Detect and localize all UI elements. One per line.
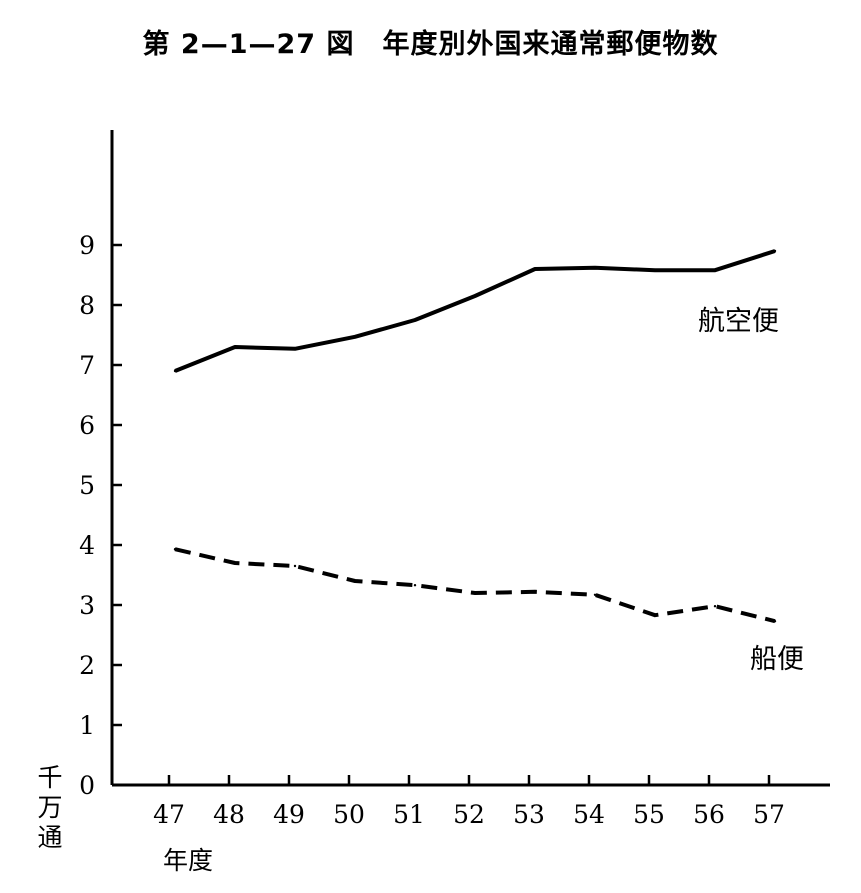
data-point	[653, 269, 657, 272]
data-point	[233, 345, 237, 349]
axes	[110, 130, 830, 787]
data-point	[173, 548, 177, 551]
data-point	[773, 620, 777, 623]
data-point	[473, 294, 477, 298]
series-label: 船便	[750, 644, 804, 675]
x-tick-label: 54	[573, 800, 605, 829]
y-tick-label: 0	[79, 771, 95, 800]
y-axis-unit-label: 千万通	[37, 763, 62, 852]
data-point	[353, 579, 357, 583]
data-point	[713, 269, 717, 272]
series-line-surface-mail	[174, 547, 776, 624]
x-tick-label: 50	[333, 800, 365, 829]
series-line-airmail	[174, 249, 776, 373]
data-point	[233, 561, 237, 565]
data-point	[413, 584, 417, 587]
data-point	[353, 335, 357, 338]
y-axis-unit-char: 通	[37, 823, 62, 852]
x-tick-label: 56	[693, 800, 725, 829]
x-tick-label: 48	[213, 800, 245, 829]
x-tick-label: 51	[393, 800, 425, 829]
x-tick-label: 52	[453, 800, 485, 829]
data-point	[173, 369, 177, 373]
data-point	[593, 593, 597, 596]
x-tick-label: 57	[753, 800, 785, 829]
data-point	[533, 267, 537, 271]
y-axis-unit-char: 万	[37, 793, 62, 822]
x-axis-label: 年度	[163, 846, 213, 875]
data-point	[413, 318, 417, 322]
y-tick-label: 5	[79, 471, 95, 500]
series-lines	[173, 249, 777, 624]
data-point	[653, 614, 657, 617]
series-label: 航空便	[698, 306, 779, 337]
data-point	[533, 590, 537, 593]
data-point	[593, 266, 597, 269]
y-tick-label: 9	[79, 231, 95, 260]
y-tick-label: 6	[79, 411, 95, 440]
y-tick-label: 3	[79, 591, 95, 620]
data-point	[473, 591, 477, 595]
chart-title: 第 2—1—27 図 年度別外国来通常郵便物数	[142, 29, 719, 60]
y-tick-label: 8	[79, 291, 95, 320]
data-point	[713, 605, 717, 608]
y-tick-label: 4	[79, 531, 95, 560]
x-tick-label: 49	[273, 800, 305, 829]
x-tick-label: 53	[513, 800, 545, 829]
x-tick-label: 55	[633, 800, 665, 829]
x-tick-label: 47	[153, 800, 185, 829]
data-point	[293, 347, 297, 350]
data-point	[773, 249, 777, 253]
y-tick-label: 7	[79, 351, 95, 380]
y-axis-unit-char: 千	[37, 763, 62, 792]
y-tick-label: 1	[79, 711, 95, 740]
y-tick-label: 2	[79, 651, 95, 680]
data-point	[293, 564, 297, 568]
